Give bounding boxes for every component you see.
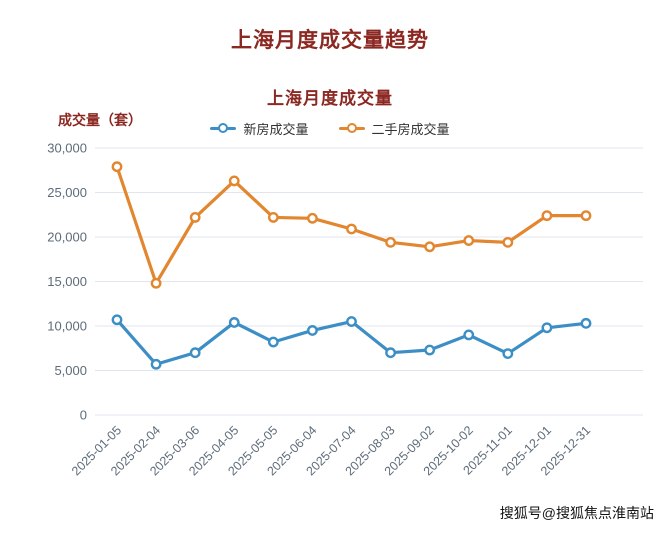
y-tick-label: 15,000: [47, 274, 87, 289]
data-point[interactable]: [150, 277, 162, 289]
y-tick-label: 0: [80, 408, 87, 423]
data-point[interactable]: [424, 241, 436, 253]
legend-label-new-homes: 新房成交量: [243, 122, 309, 137]
legend-label-secondhand-homes: 二手房成交量: [371, 122, 450, 137]
line-circle-marker-icon: [210, 123, 237, 134]
data-point[interactable]: [580, 210, 592, 222]
y-axis-title: 成交量（套）: [58, 112, 142, 128]
y-tick-label: 30,000: [47, 141, 87, 156]
data-point[interactable]: [463, 235, 475, 246]
data-point[interactable]: [541, 210, 553, 222]
data-point[interactable]: [267, 212, 279, 223]
data-point[interactable]: [424, 344, 436, 356]
legend-circle: [218, 123, 229, 133]
data-point[interactable]: [346, 223, 357, 235]
chart-title: 上海月度成交量: [267, 89, 393, 108]
line-circle-marker-icon: [338, 123, 365, 134]
data-point[interactable]: [385, 236, 396, 248]
data-point[interactable]: [541, 322, 553, 334]
data-point[interactable]: [346, 316, 357, 327]
legend-item-new-homes[interactable]: 新房成交量: [210, 119, 309, 138]
data-point[interactable]: [228, 175, 240, 187]
data-point[interactable]: [111, 314, 123, 326]
data-point[interactable]: [463, 329, 475, 341]
data-point[interactable]: [189, 212, 201, 223]
y-tick-label: 20,000: [47, 230, 87, 245]
y-tick-label: 25,000: [47, 185, 87, 200]
page-title: 上海月度成交量趋势: [231, 29, 429, 52]
data-point[interactable]: [150, 358, 162, 370]
watermark: 搜狐号@搜狐焦点淮南站: [499, 505, 654, 521]
data-point[interactable]: [228, 317, 240, 328]
data-point[interactable]: [307, 325, 318, 336]
data-point[interactable]: [580, 317, 592, 329]
chart-legend: 新房成交量 二手房成交量: [0, 119, 660, 138]
data-point[interactable]: [502, 348, 514, 359]
data-point[interactable]: [111, 161, 123, 173]
legend-item-secondhand-homes[interactable]: 二手房成交量: [338, 119, 450, 138]
y-tick-label: 5,000: [54, 363, 87, 378]
data-point[interactable]: [385, 347, 396, 359]
legend-circle: [346, 123, 357, 133]
y-tick-label: 10,000: [47, 319, 87, 334]
data-point[interactable]: [267, 336, 279, 348]
data-point[interactable]: [307, 212, 318, 224]
data-point[interactable]: [502, 236, 514, 248]
data-point[interactable]: [189, 347, 201, 359]
